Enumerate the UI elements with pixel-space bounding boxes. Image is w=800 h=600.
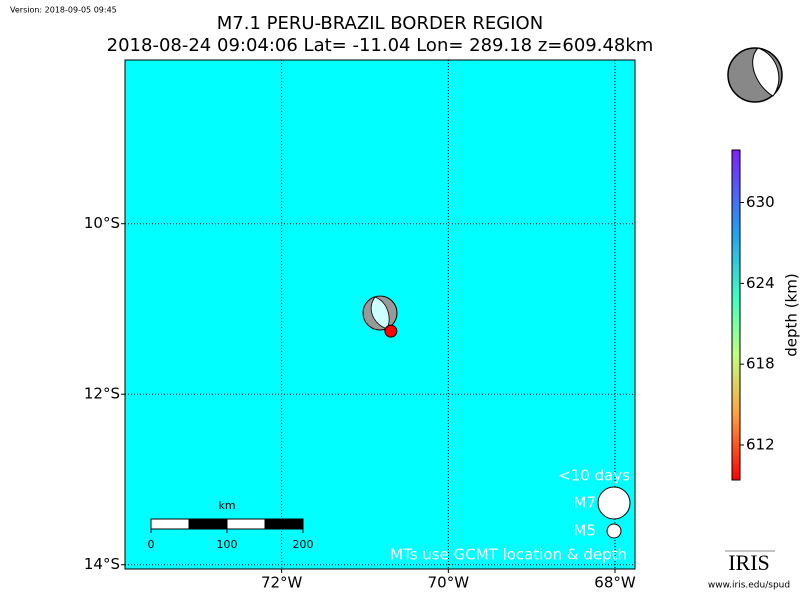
legend-small-circle [606, 523, 622, 539]
colorbar-tick-label: 612 [746, 435, 775, 453]
beachball [362, 295, 398, 331]
logo-url: www.iris.edu/spud [708, 581, 790, 591]
colorbar-tick-label: 618 [746, 355, 775, 373]
grid [125, 60, 635, 569]
logo: IRIS [728, 550, 770, 575]
x-tick-label: 70°W [428, 574, 470, 592]
epicenter [384, 324, 398, 338]
subtitle: 2018-08-24 09:04:06 Lat= -11.04 Lon= 289… [107, 35, 654, 56]
legend-big: M7 [574, 494, 597, 512]
colorbar [731, 149, 741, 481]
scale-segment [226, 518, 266, 530]
scale-unit: km [218, 499, 235, 512]
scale-tick-label: 0 [148, 538, 155, 551]
colorbar-tick-label: 624 [746, 274, 775, 292]
legend-note: MTs use GCMT location & depth [390, 546, 627, 564]
colorbar-label: depth (km) [783, 273, 800, 356]
title: M7.1 PERU-BRAZIL BORDER REGION [217, 13, 543, 34]
scale-tick-label: 200 [293, 538, 314, 551]
scale-segment [150, 518, 190, 530]
y-tick-label: 10°S [84, 214, 120, 232]
x-tick-label: 68°W [594, 574, 636, 592]
y-tick-label: 14°S [84, 555, 120, 573]
legend-big-circle [597, 486, 631, 520]
scale-segment [264, 518, 304, 530]
y-tick-label: 12°S [84, 385, 120, 403]
map-frame [124, 59, 636, 570]
scale-segment [188, 518, 228, 530]
legend-title: <10 days [558, 467, 630, 485]
scale-tick-label: 100 [217, 538, 238, 551]
legend-small: M5 [574, 522, 597, 540]
x-tick-label: 72°W [261, 574, 303, 592]
colorbar-tick-label: 630 [746, 193, 775, 211]
version: Version: 2018-09-05 09:45 [10, 6, 117, 15]
focal-mechanism [727, 47, 783, 103]
scale-bar: 0 100 200 [148, 518, 314, 551]
